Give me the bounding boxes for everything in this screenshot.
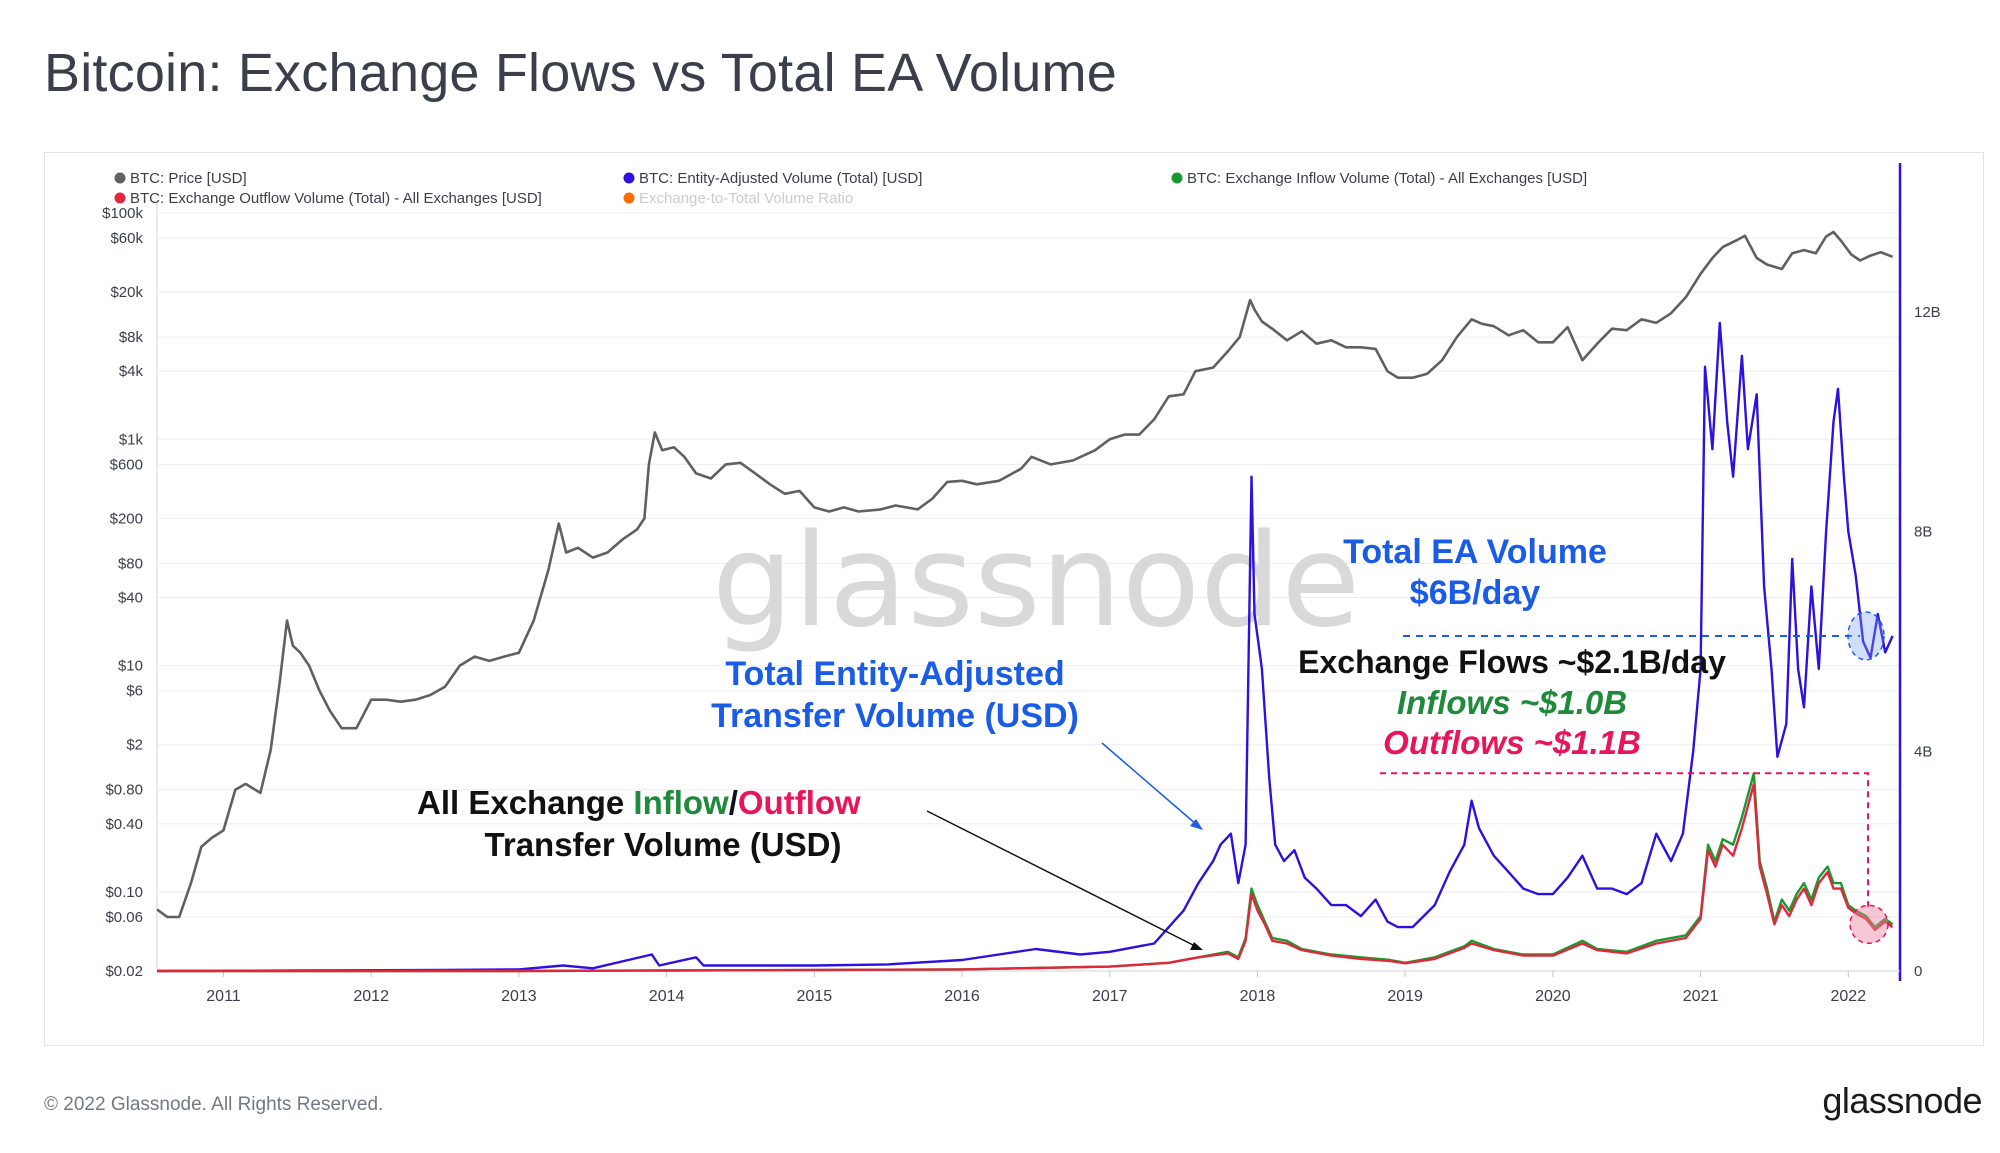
x-tick-label: 2015: [797, 988, 833, 1005]
x-tick-label: 2011: [206, 988, 241, 1005]
legend-dot: [114, 172, 126, 184]
legend-label: BTC: Exchange Outflow Volume (Total) - A…: [130, 190, 542, 207]
y-left-tick-label: $20k: [110, 284, 143, 301]
y-right-tick-label: 12B: [1914, 304, 1941, 321]
x-tick-label: 2014: [649, 988, 685, 1005]
y-left-tick-label: $4k: [119, 363, 144, 380]
y-left-tick-label: $60k: [110, 230, 143, 247]
legend: BTC: Price [USD] BTC: Entity-Adjusted Vol…: [114, 170, 1587, 207]
flow-label-inflow: Inflow: [633, 784, 729, 821]
flow-label-outflow: Outflow: [738, 784, 861, 821]
y-left-tick-label: $0.80: [105, 782, 143, 799]
y-left-tick-label: $0.10: [105, 884, 143, 901]
series-line-ea-volume: [156, 321, 1894, 973]
y-left-tick-label: $2: [126, 737, 143, 754]
y-left-tick-label: $8k: [119, 329, 144, 346]
series-layer: [156, 230, 1894, 973]
x-tick-label: 2019: [1387, 988, 1423, 1005]
legend-label: BTC: Price [USD]: [130, 170, 247, 187]
flow-series-label-line2: Transfer Volume (USD): [485, 826, 842, 863]
series-line-outflow: [157, 783, 1894, 973]
y-right-tick-label: 0: [1914, 963, 1922, 980]
flows-dashed-line: [1380, 772, 1869, 910]
ea-series-label-line2: Transfer Volume (USD): [711, 697, 1079, 735]
y-left-tick-label: $1k: [119, 431, 144, 448]
x-tick-label: 2016: [944, 988, 980, 1005]
watermark: glassnode: [712, 507, 1360, 656]
legend-dot: [623, 172, 635, 184]
y-left-tick-label: $6: [126, 683, 143, 700]
annotation-layer: Total EA Volume$6B/day Exchange Flows ~$2…: [417, 533, 1889, 950]
ea-series-arrowhead: [1190, 819, 1203, 830]
flows-outflows: Outflows ~$1.1B: [1383, 724, 1641, 761]
legend-label: BTC: Exchange Inflow Volume (Total) - Al…: [1187, 170, 1587, 187]
x-tick-label: 2013: [501, 988, 537, 1005]
y-left-tick-label: $600: [110, 456, 143, 473]
y-left-tick-label: $200: [110, 510, 143, 527]
ea-current-highlight: [1847, 611, 1885, 661]
ea-total-value: $6B/day: [1410, 574, 1540, 612]
x-tick-label: 2021: [1683, 988, 1719, 1005]
legend-dot: [114, 192, 126, 204]
x-tick-label: 2012: [353, 988, 389, 1005]
legend-label: Exchange-to-Total Volume Ratio: [639, 190, 853, 207]
page-title: Bitcoin: Exchange Flows vs Total EA Volu…: [44, 43, 1117, 103]
ea-total-title: Total EA Volume: [1343, 533, 1607, 571]
flow-series-arrowhead: [1190, 942, 1203, 950]
y-right-tick-label: 8B: [1914, 524, 1932, 541]
ea-series-label-line1: Total Entity-Adjusted: [725, 655, 1064, 693]
legend-label: BTC: Entity-Adjusted Volume (Total) [USD…: [639, 170, 922, 187]
flow-label-prefix: All Exchange: [417, 784, 633, 821]
legend-dot: [623, 192, 635, 204]
y-left-tick-label: $40: [118, 589, 143, 606]
ea-series-arrow: [1101, 742, 1198, 826]
flows-inflows: Inflows ~$1.0B: [1397, 684, 1627, 721]
flows-title: Exchange Flows ~$2.1B/day: [1298, 644, 1726, 680]
flows-current-highlight: [1849, 904, 1889, 945]
y-left-tick-label: $0.02: [105, 963, 143, 980]
chart-frame: glassnode BTC: Price [USD] BTC: Entity-Ad…: [44, 152, 1984, 1046]
y-left-tick-label: $0.06: [105, 909, 143, 926]
y-left-tick-label: $100k: [102, 205, 143, 222]
y-right-tick-label: 4B: [1914, 743, 1932, 760]
footer-copyright: © 2022 Glassnode. All Rights Reserved.: [44, 1094, 384, 1115]
x-tick-label: 2022: [1831, 988, 1867, 1005]
x-tick-label: 2017: [1092, 988, 1128, 1005]
flow-series-label-line1: All Exchange Inflow/Outflow: [417, 784, 861, 821]
chart-svg[interactable]: glassnode BTC: Price [USD] BTC: Entity-Ad…: [45, 153, 1985, 1047]
series-line-price: [156, 230, 1894, 919]
flow-series-arrow: [926, 810, 1198, 948]
footer-logo[interactable]: glassnode: [1822, 1080, 1982, 1121]
x-tick-label: 2020: [1535, 988, 1571, 1005]
y-left-tick-label: $0.40: [105, 816, 143, 833]
flow-label-sep: /: [729, 784, 738, 821]
y-left-tick-label: $80: [118, 555, 143, 572]
y-left-tick-label: $10: [118, 658, 143, 675]
legend-dot: [1171, 172, 1183, 184]
x-tick-label: 2018: [1240, 988, 1276, 1005]
